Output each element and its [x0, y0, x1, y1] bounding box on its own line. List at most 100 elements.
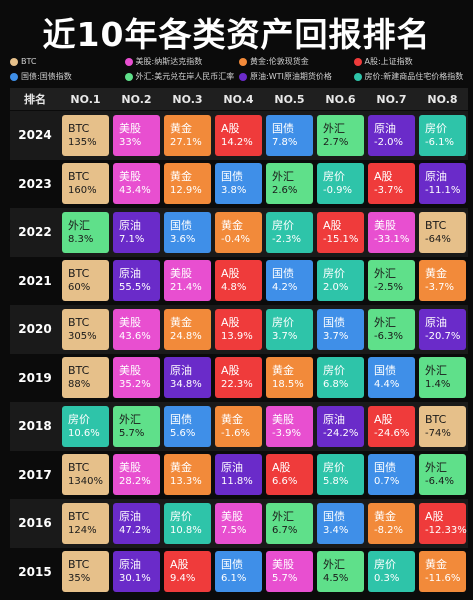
asset-name: 黄金: [425, 267, 447, 280]
asset-tile: 黄金 -8.2%: [368, 502, 415, 544]
asset-name: 黄金: [221, 218, 243, 232]
table-row: 2020 BTC 305% 美股 43.6% 黄金 24.8% A股 13.9% 房价 3.7% 国债…: [10, 305, 468, 354]
asset-name: BTC: [68, 121, 90, 135]
asset-return: -11.1%: [425, 185, 461, 196]
table-row: 2017 BTC 1340% 美股 28.2% 黄金 13.3% 原油 11.8% A股 6.6% 房…: [10, 451, 468, 500]
asset-tile: 黄金 24.8%: [164, 308, 211, 350]
asset-tile: 黄金 -11.6%: [419, 551, 466, 592]
asset-tile: 外汇 8.3%: [62, 211, 109, 253]
asset-name: 国债: [170, 218, 192, 232]
asset-name: 原油: [170, 364, 192, 377]
asset-name: BTC: [68, 558, 90, 571]
asset-tile: 原油 30.1%: [113, 551, 160, 592]
asset-name: 美股: [170, 267, 192, 280]
asset-return: 43.6%: [119, 330, 151, 342]
asset-name: 原油: [119, 509, 141, 523]
asset-name: A股: [374, 170, 393, 183]
asset-return: 7.5%: [221, 524, 247, 536]
legend-item: BTC: [10, 56, 125, 67]
asset-tile: 房价 2.0%: [317, 260, 364, 301]
asset-name: 原油: [119, 558, 141, 571]
asset-name: A股: [323, 218, 342, 232]
table-row: 2022 外汇 8.3% 原油 7.1% 国债 3.6% 黄金 -0.4% 房价 -2.3% A股 -1…: [10, 208, 468, 257]
asset-tile: 美股 -33.1%: [368, 211, 415, 253]
asset-name: 美股: [119, 170, 141, 183]
asset-return: 22.3%: [221, 379, 253, 390]
asset-return: 43.4%: [119, 185, 151, 196]
legend-item: 国债:国债指数: [10, 71, 125, 82]
asset-return: 14.2%: [221, 136, 253, 148]
rank-header-label: 排名: [24, 93, 46, 106]
asset-return: -11.6%: [425, 573, 461, 584]
asset-return: -0.9%: [323, 185, 353, 196]
asset-return: 5.6%: [170, 427, 196, 439]
asset-name: 国债: [323, 509, 345, 523]
asset-name: 黄金: [170, 121, 192, 135]
rank-header: NO.2: [121, 92, 152, 106]
legend-label: BTC: [21, 57, 37, 66]
legend-label: 黄金:伦敦现货金: [250, 57, 309, 66]
asset-tile: 美股 7.5%: [215, 502, 262, 544]
asset-tile: 黄金 -0.4%: [215, 211, 262, 253]
asset-tile: BTC 1340%: [62, 454, 109, 495]
asset-return: -24.6%: [374, 427, 410, 439]
asset-return: 24.8%: [170, 330, 202, 342]
asset-return: 30.1%: [119, 573, 151, 584]
asset-name: 黄金: [170, 461, 192, 474]
asset-return: 6.7%: [272, 524, 298, 536]
page-title: 近10年各类资产回报排名: [42, 15, 431, 54]
asset-tile: 美股 35.2%: [113, 357, 160, 398]
asset-name: 黄金: [170, 315, 192, 329]
asset-tile: 国债 7.8%: [266, 114, 313, 156]
asset-return: 2.0%: [323, 282, 349, 293]
asset-name: 黄金: [374, 509, 396, 523]
asset-name: 外汇: [323, 558, 345, 571]
rank-header: NO.6: [325, 92, 356, 106]
asset-return: 3.4%: [323, 524, 349, 536]
asset-name: 外汇: [119, 412, 141, 426]
asset-name: 美股: [119, 121, 141, 135]
asset-return: -6.4%: [425, 476, 455, 487]
asset-name: 原油: [221, 461, 243, 474]
asset-tile: 外汇 6.7%: [266, 502, 313, 544]
legend-swatch: [10, 57, 18, 66]
asset-tile: 美股 5.7%: [266, 551, 313, 592]
asset-name: 外汇: [68, 218, 90, 232]
asset-tile: 外汇 1.4%: [419, 357, 466, 398]
asset-return: 0.7%: [374, 476, 400, 487]
asset-tile: 国债 3.7%: [317, 308, 364, 350]
asset-name: A股: [221, 267, 240, 280]
asset-tile: 原油 55.5%: [113, 260, 160, 301]
table-row: 2019 BTC 88% 美股 35.2% 原油 34.8% A股 22.3% 黄金 18.5% 房价…: [10, 354, 468, 403]
asset-tile: 房价 5.8%: [317, 454, 364, 495]
asset-name: 美股: [119, 364, 141, 377]
asset-name: 房价: [323, 267, 345, 280]
table-row: 2016 BTC 124% 原油 47.2% 房价 10.8% 美股 7.5% 外汇 6.7% 国债 3…: [10, 499, 468, 548]
asset-tile: 房价 0.3%: [368, 551, 415, 592]
asset-tile: 黄金 18.5%: [266, 357, 313, 398]
asset-return: -2.0%: [374, 136, 404, 148]
legend-swatch: [124, 57, 133, 66]
asset-return: 6.6%: [272, 476, 298, 487]
legend-label: A股:上证指数: [364, 57, 413, 66]
asset-return: -12.33%: [425, 524, 467, 536]
asset-return: 3.8%: [221, 185, 247, 196]
asset-name: 国债: [170, 412, 192, 426]
asset-name: BTC: [68, 267, 90, 280]
asset-return: 4.2%: [272, 282, 298, 293]
asset-name: 原油: [425, 170, 447, 183]
asset-name: 原油: [119, 218, 141, 232]
asset-name: 原油: [374, 121, 396, 135]
asset-return: 3.6%: [170, 233, 196, 245]
year-label: 2019: [18, 370, 52, 385]
asset-tile: BTC -64%: [419, 211, 466, 253]
asset-name: 黄金: [221, 412, 243, 426]
asset-return: -3.9%: [272, 427, 302, 439]
legend-label: 美股:纳斯达克指数: [135, 57, 203, 66]
asset-name: 原油: [323, 412, 345, 426]
asset-name: 国债: [272, 121, 294, 135]
asset-tile: A股 6.6%: [266, 454, 313, 495]
asset-tile: 原油 -2.0%: [368, 114, 415, 156]
asset-name: 房价: [425, 121, 447, 135]
asset-return: -8.2%: [374, 524, 404, 536]
